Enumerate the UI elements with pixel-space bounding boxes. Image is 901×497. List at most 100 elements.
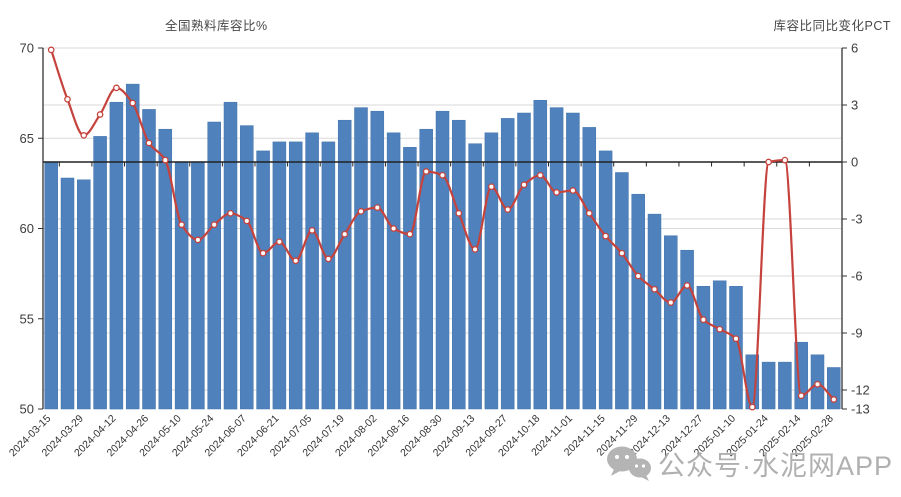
right-axis-tick-label: 3 (851, 98, 858, 113)
line-marker (651, 285, 658, 293)
left-axis-title: 全国熟料库容比% (165, 19, 268, 33)
line-marker (292, 257, 300, 265)
line-marker (161, 156, 169, 164)
line-marker (748, 403, 756, 411)
line-marker (732, 335, 740, 343)
bar (272, 141, 287, 410)
bar (468, 143, 482, 410)
bar (778, 361, 792, 410)
line-marker (64, 95, 71, 103)
bar (500, 118, 515, 410)
line-marker (325, 255, 332, 263)
bar (403, 147, 417, 410)
watermark: 公众号·水泥网APP (604, 443, 893, 483)
line-marker (602, 232, 609, 240)
line-marker (357, 208, 365, 215)
bar (370, 110, 385, 410)
bar (615, 172, 629, 410)
right-axis-tick-label: -13 (851, 402, 870, 417)
right-axis-tick-label: -12 (851, 383, 870, 398)
bar (142, 109, 156, 410)
left-axis-tick-label: 65 (20, 131, 34, 146)
bar (729, 286, 743, 410)
bar (109, 101, 124, 410)
line-series (50, 49, 835, 409)
bar (207, 121, 221, 410)
bar (386, 132, 401, 410)
line-marker (210, 221, 218, 229)
line-marker (683, 282, 691, 289)
bar (223, 101, 238, 410)
bar (256, 150, 270, 410)
bar (60, 177, 75, 410)
line-marker (194, 236, 202, 244)
bar (696, 286, 711, 410)
bar (533, 100, 548, 410)
bar (761, 361, 776, 410)
bar (93, 136, 107, 410)
line-marker (243, 217, 251, 225)
bar (288, 141, 303, 410)
bar (435, 110, 450, 410)
bar (647, 213, 662, 410)
right-axis-tick-label: 6 (851, 41, 858, 56)
line-marker (569, 187, 577, 194)
line-marker (814, 380, 821, 388)
bar (125, 83, 140, 410)
line-marker (276, 238, 283, 246)
line-marker (96, 111, 104, 118)
line-marker (259, 249, 267, 257)
line-marker (830, 396, 838, 403)
bar (680, 249, 694, 410)
bar (484, 132, 499, 410)
bar (419, 128, 433, 410)
bar (827, 367, 841, 410)
line-marker (700, 316, 707, 324)
right-axis-tick-label: -9 (851, 326, 863, 341)
bar (664, 235, 678, 410)
bar (517, 112, 531, 410)
line-marker (797, 392, 805, 400)
line-marker (618, 249, 626, 257)
line-marker (553, 189, 560, 196)
line-marker (129, 99, 137, 107)
bar (44, 161, 58, 410)
bar (305, 132, 319, 410)
line-marker (308, 227, 316, 234)
bar (174, 161, 189, 410)
line-marker (488, 183, 495, 191)
line-marker (227, 209, 234, 217)
line-marker (765, 158, 772, 166)
left-axis-tick-label: 50 (20, 402, 34, 417)
line-marker (504, 206, 512, 213)
line-marker (781, 156, 789, 164)
bar (321, 141, 336, 410)
bar (158, 128, 173, 410)
line-marker (390, 225, 397, 232)
bar (631, 193, 645, 410)
line-marker (47, 46, 55, 54)
line-marker (634, 272, 642, 280)
right-axis-title: 库容比同比变化PCT (773, 19, 891, 33)
watermark-text: 公众号·水泥网APP (658, 450, 894, 481)
line-marker (536, 171, 544, 179)
line-marker (422, 168, 430, 175)
left-axis-tick-label: 70 (20, 41, 34, 56)
line-marker (439, 171, 446, 179)
line-marker (145, 139, 153, 147)
line-marker (80, 132, 88, 139)
wechat-icon (607, 446, 651, 481)
bar (712, 280, 727, 410)
left-axis-tick-label: 60 (20, 221, 34, 236)
bar (240, 125, 254, 410)
line-marker (520, 181, 528, 189)
left-axis-tick-label: 55 (20, 311, 34, 326)
bar (598, 150, 613, 410)
line-marker (113, 84, 120, 92)
line-marker (178, 221, 185, 229)
line-marker (373, 204, 381, 211)
bar (354, 107, 368, 410)
right-axis-tick-label: -6 (851, 269, 863, 284)
bar (337, 119, 352, 410)
